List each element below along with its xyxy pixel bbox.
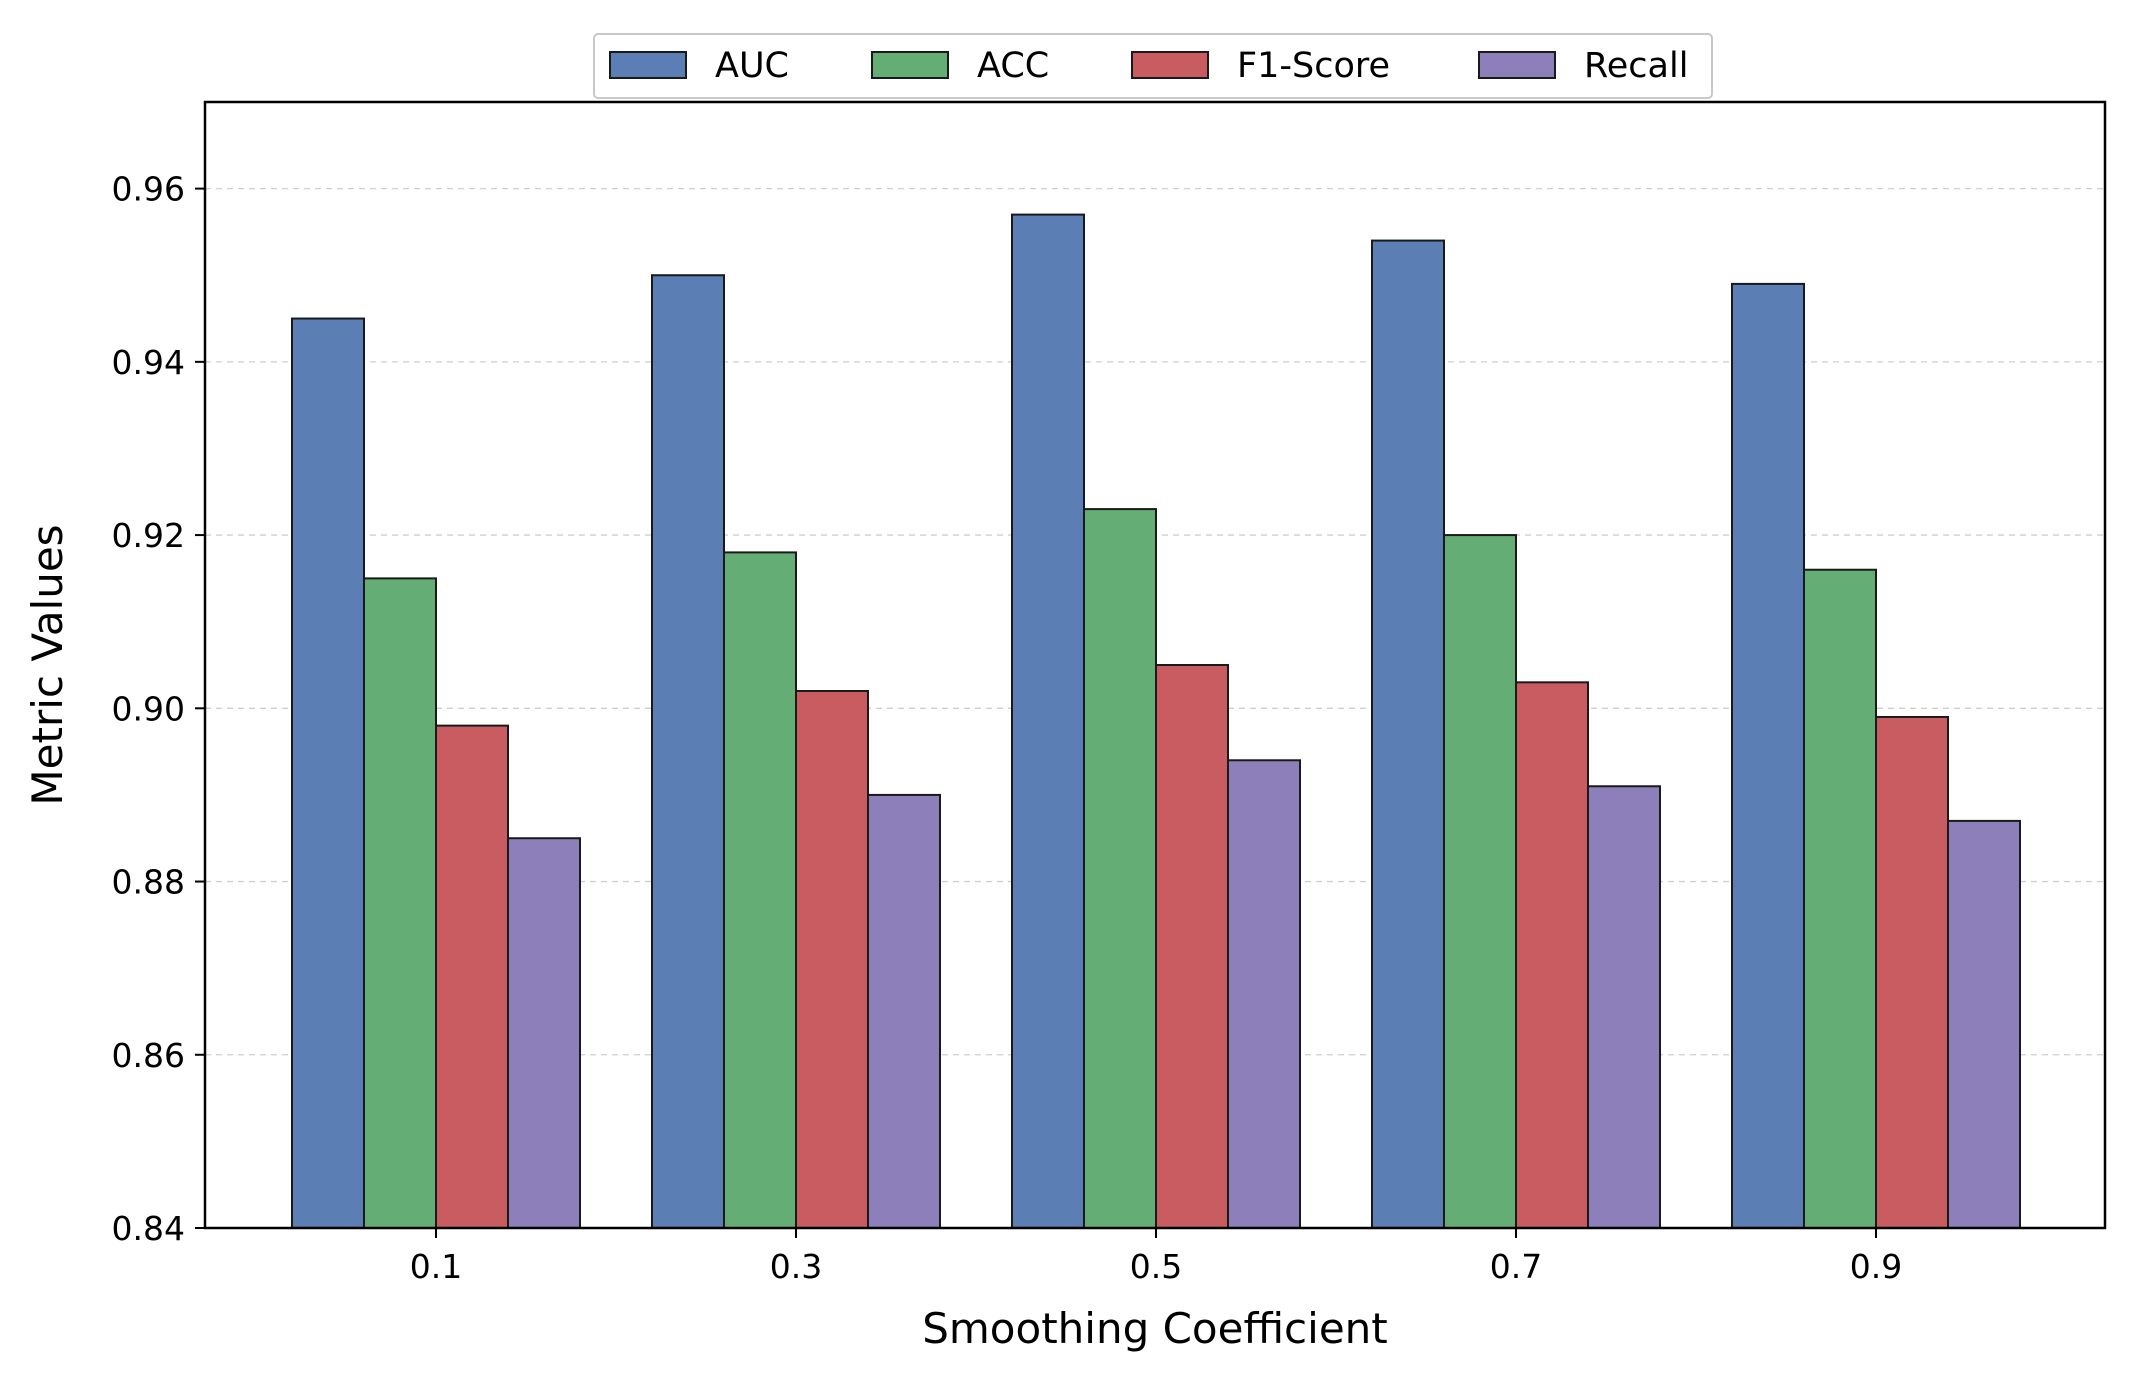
y-tick-label: 0.92 — [112, 516, 185, 555]
x-tick-label: 0.3 — [770, 1247, 822, 1286]
legend-swatch-recall — [1478, 51, 1556, 79]
legend: AUC ACC F1-Score Recall — [593, 33, 1713, 99]
bar-recall-0-3 — [867, 793, 941, 1230]
bar-acc-0-9 — [1803, 568, 1877, 1229]
y-tick-label: 0.88 — [112, 863, 185, 902]
bar-f1-score-0-1 — [435, 724, 509, 1230]
bars — [291, 213, 2021, 1230]
bar-recall-0-5 — [1227, 759, 1301, 1229]
bar-auc-0-7 — [1371, 239, 1445, 1230]
bar-acc-0-1 — [363, 577, 437, 1229]
legend-label-acc: ACC — [977, 46, 1049, 86]
axis-ticks: 0.84 0.86 0.88 0.90 0.92 0.94 0.96 0.1 0.3 0.5 0.7… — [112, 170, 1903, 1286]
x-tick-label: 0.9 — [1850, 1247, 1902, 1286]
bar-acc-0-3 — [723, 551, 797, 1229]
bar-auc-0-1 — [291, 317, 365, 1229]
bar-f1-score-0-9 — [1875, 715, 1949, 1229]
legend-swatch-f1-score — [1131, 51, 1209, 79]
bar-acc-0-7 — [1443, 534, 1517, 1229]
bar-recall-0-1 — [507, 837, 581, 1229]
bar-recall-0-9 — [1947, 819, 2021, 1230]
bar-f1-score-0-7 — [1515, 681, 1589, 1229]
y-axis-label: Metric Values — [23, 524, 72, 805]
x-tick-label: 0.7 — [1490, 1247, 1542, 1286]
bar-acc-0-5 — [1083, 508, 1157, 1230]
bar-recall-0-7 — [1587, 785, 1661, 1229]
y-tick-label: 0.86 — [112, 1036, 185, 1075]
y-tick-label: 0.94 — [112, 343, 185, 382]
legend-label-f1-score: F1-Score — [1237, 46, 1390, 86]
x-tick-label: 0.1 — [410, 1247, 462, 1286]
bar-auc-0-9 — [1731, 282, 1805, 1229]
y-tick-label: 0.90 — [112, 689, 185, 728]
y-tick-label: 0.84 — [112, 1209, 185, 1248]
legend-label-recall: Recall — [1584, 46, 1688, 86]
bar-auc-0-5 — [1011, 213, 1085, 1230]
y-tick-label: 0.96 — [112, 170, 185, 209]
x-tick-label: 0.5 — [1130, 1247, 1182, 1286]
bar-auc-0-3 — [651, 274, 725, 1229]
legend-swatch-acc — [871, 51, 949, 79]
bar-f1-score-0-3 — [795, 689, 869, 1229]
x-axis-label: Smoothing Coefficient — [922, 1304, 1388, 1353]
legend-swatch-auc — [609, 51, 687, 79]
legend-label-auc: AUC — [715, 46, 789, 86]
bar-f1-score-0-5 — [1155, 664, 1229, 1229]
